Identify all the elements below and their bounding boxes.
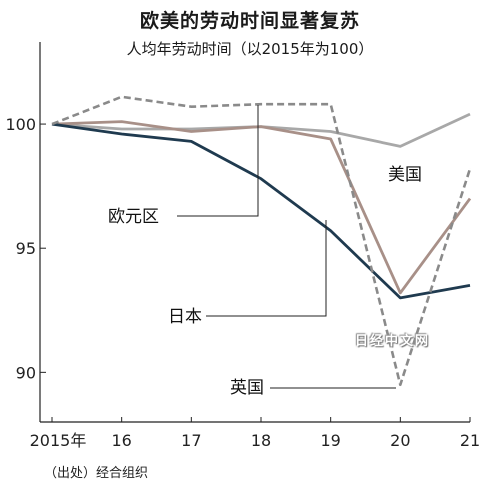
x-tick-label: 19 [320, 431, 340, 450]
series-label: 美国 [388, 165, 422, 185]
series-line [51, 112, 471, 148]
source-note: （出处）经合组织 [44, 466, 149, 481]
series-label: 日本 [168, 307, 202, 327]
x-tick-label: 21 [460, 431, 480, 450]
x-tick-label: 17 [181, 431, 201, 450]
series-lines [51, 95, 472, 387]
x-tick-label: 18 [251, 431, 271, 450]
watermark-logo: 日经中文网 [355, 334, 431, 349]
x-tick-label: 2015年 [30, 431, 87, 450]
y-tick-label: 100 [5, 115, 36, 134]
y-tick-label: 90 [16, 363, 36, 382]
y-tick-label: 95 [16, 239, 36, 258]
series-label: 欧元区 [108, 207, 159, 227]
series-label: 英国 [230, 378, 264, 398]
x-tick-label: 20 [390, 431, 410, 450]
chart-title: 欧美的劳动时间显著复苏 [139, 10, 360, 32]
axes: 90 95 100 2015年 16 17 18 19 20 21 [5, 42, 480, 450]
leader-line [177, 105, 259, 217]
leader-line [206, 220, 327, 317]
chart-subtitle: 人均年劳动时间（以2015年为100） [126, 40, 374, 58]
x-tick-label: 16 [111, 431, 131, 450]
